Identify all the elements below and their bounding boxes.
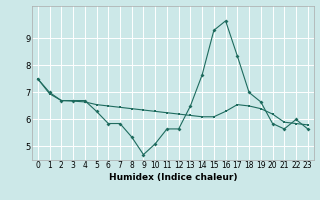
X-axis label: Humidex (Indice chaleur): Humidex (Indice chaleur) xyxy=(108,173,237,182)
